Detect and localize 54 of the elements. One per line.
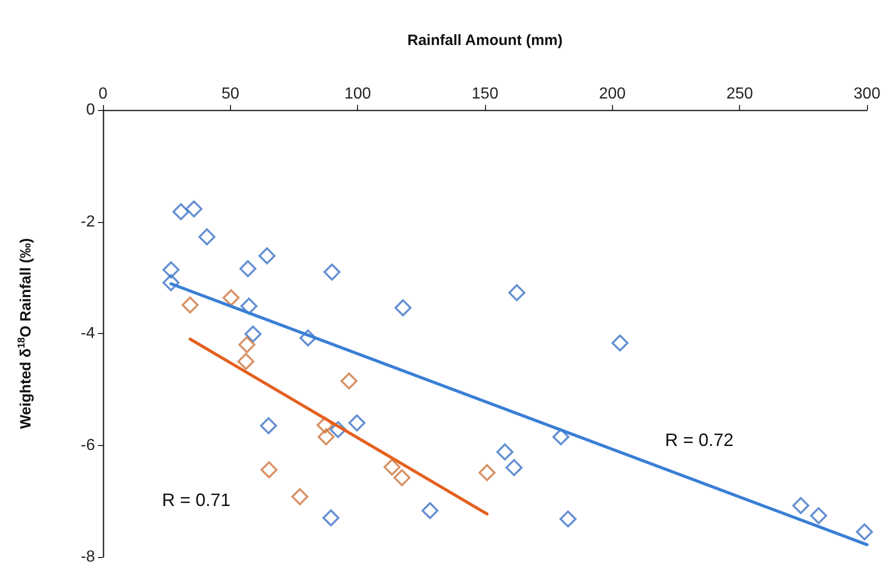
point (318, 428, 335, 446)
point (172, 203, 190, 220)
x-tick-label: 0 (98, 86, 108, 102)
point (222, 289, 240, 306)
x-tick-label: 100 (344, 86, 372, 102)
point (394, 299, 412, 316)
point (330, 421, 347, 438)
point (478, 464, 496, 482)
x-tick-label: 300 (854, 86, 880, 102)
point (508, 284, 526, 302)
x-tick-label: 50 (221, 86, 240, 102)
x-tick-label: 250 (726, 86, 754, 102)
point (560, 510, 577, 528)
y-tick-label: -8 (80, 548, 96, 566)
point (198, 228, 216, 246)
point (240, 298, 258, 315)
point (322, 509, 340, 526)
point (792, 497, 810, 514)
y-tick-label: -6 (80, 436, 96, 454)
y-tick-label: -2 (80, 213, 96, 230)
annotation: R = 0.71 (162, 490, 231, 510)
y-tick-label: 0 (86, 102, 96, 118)
x-tick-label: 200 (598, 86, 626, 102)
point (239, 260, 256, 278)
annotation: R = 0.72 (665, 430, 734, 450)
point (856, 523, 873, 540)
point (258, 247, 276, 264)
point (185, 200, 202, 218)
y-tick-label: -4 (80, 325, 96, 342)
point (348, 414, 366, 432)
point (162, 261, 180, 278)
point (810, 507, 828, 524)
point (316, 416, 334, 434)
x-axis-title: Rainfall Amount (mm) (407, 32, 563, 49)
point (421, 502, 438, 520)
point (496, 443, 514, 460)
point (260, 417, 278, 434)
point (611, 334, 628, 352)
point (393, 469, 410, 486)
point (323, 264, 340, 281)
point (300, 329, 317, 346)
point (506, 459, 523, 476)
y-axis-title: Weighted δ18O Rainfall (‰) (16, 238, 34, 429)
point (238, 336, 256, 354)
point (237, 352, 254, 370)
point (182, 296, 199, 314)
point (291, 488, 308, 506)
point (244, 326, 262, 343)
point (260, 461, 278, 478)
x-tick-label: 150 (472, 86, 498, 102)
point (552, 428, 570, 446)
point (162, 274, 180, 292)
point (384, 458, 401, 476)
point (340, 372, 358, 390)
